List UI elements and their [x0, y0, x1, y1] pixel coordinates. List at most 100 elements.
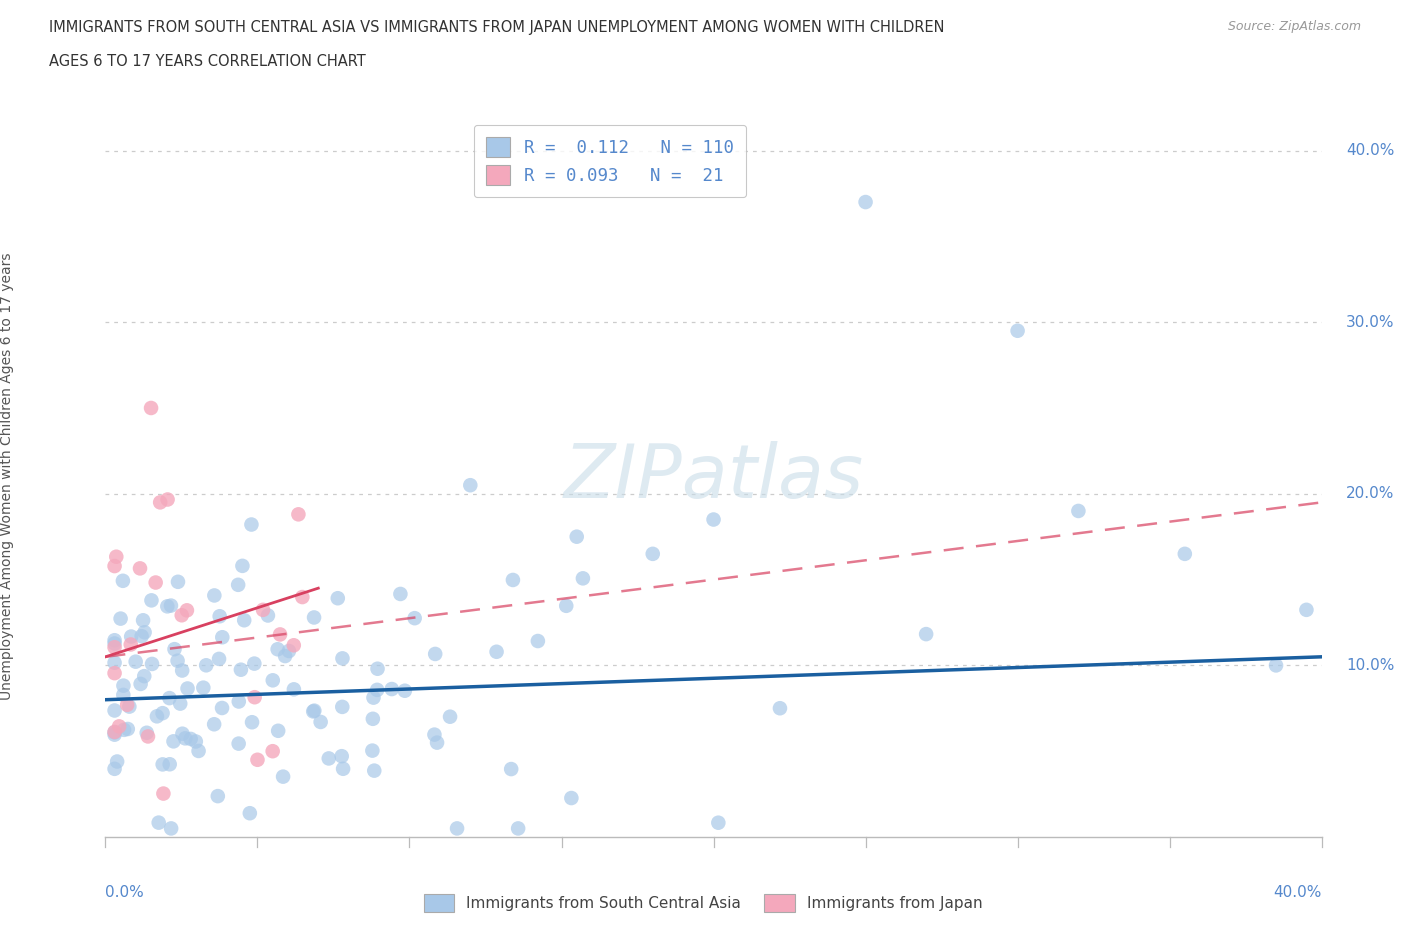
Point [231, 558, 253, 573]
Point [330, 699, 353, 714]
Point [162, 734, 184, 749]
Point [103, 559, 125, 574]
Point [560, 790, 582, 805]
Point [318, 751, 340, 766]
Point [267, 724, 290, 738]
Point [193, 680, 215, 695]
Text: IMMIGRANTS FROM SOUTH CENTRAL ASIA VS IMMIGRANTS FROM JAPAN UNEMPLOYMENT AMONG W: IMMIGRANTS FROM SOUTH CENTRAL ASIA VS IM… [49, 20, 945, 35]
Point [103, 724, 125, 739]
Point [103, 762, 125, 777]
Point [152, 757, 174, 772]
Point [149, 495, 172, 510]
Point [527, 633, 550, 648]
Text: 30.0%: 30.0% [1346, 314, 1395, 329]
Text: 20.0%: 20.0% [1346, 486, 1395, 501]
Point [124, 654, 146, 669]
Point [105, 550, 128, 565]
Point [103, 727, 125, 742]
Point [446, 821, 468, 836]
Text: Unemployment Among Women with Children Ages 6 to 17 years: Unemployment Among Women with Children A… [0, 253, 14, 700]
Point [111, 574, 134, 589]
Point [152, 786, 174, 801]
Point [769, 701, 792, 716]
Point [172, 663, 194, 678]
Point [266, 642, 288, 657]
Point [1067, 503, 1090, 518]
Point [1007, 324, 1029, 339]
Text: 40.0%: 40.0% [1274, 885, 1322, 900]
Point [103, 703, 125, 718]
Point [208, 609, 231, 624]
Point [565, 529, 588, 544]
Point [423, 727, 446, 742]
Point [332, 651, 354, 666]
Point [1295, 603, 1317, 618]
Point [439, 710, 461, 724]
Point [367, 661, 389, 676]
Point [129, 676, 152, 691]
Point [707, 816, 730, 830]
Point [243, 690, 266, 705]
Point [278, 644, 301, 658]
Point [211, 630, 233, 644]
Point [120, 637, 142, 652]
Point [163, 642, 186, 657]
Point [389, 587, 412, 602]
Point [103, 666, 125, 681]
Point [170, 608, 193, 623]
Point [330, 749, 353, 764]
Text: AGES 6 TO 17 YEARS CORRELATION CHART: AGES 6 TO 17 YEARS CORRELATION CHART [49, 54, 366, 69]
Point [502, 573, 524, 588]
Point [404, 611, 426, 626]
Point [425, 646, 447, 661]
Point [120, 629, 142, 644]
Text: 10.0%: 10.0% [1346, 658, 1395, 673]
Point [145, 575, 167, 590]
Point [132, 613, 155, 628]
Point [139, 401, 162, 416]
Point [103, 724, 125, 739]
Point [187, 743, 209, 758]
Point [176, 603, 198, 618]
Point [363, 690, 385, 705]
Point [485, 644, 508, 659]
Point [167, 575, 190, 590]
Point [228, 737, 250, 751]
Point [105, 754, 128, 769]
Point [287, 507, 309, 522]
Point [302, 610, 325, 625]
Point [202, 588, 225, 603]
Point [641, 547, 664, 562]
Point [246, 752, 269, 767]
Point [148, 816, 170, 830]
Point [240, 715, 263, 730]
Point [156, 599, 179, 614]
Point [363, 764, 385, 778]
Legend: R =  0.112   N = 110, R = 0.093   N =  21: R = 0.112 N = 110, R = 0.093 N = 21 [474, 125, 747, 197]
Point [134, 669, 156, 684]
Point [332, 762, 354, 777]
Point [229, 662, 252, 677]
Point [233, 613, 256, 628]
Point [271, 769, 294, 784]
Point [262, 744, 284, 759]
Text: 0.0%: 0.0% [105, 885, 145, 900]
Point [262, 673, 284, 688]
Point [309, 714, 332, 729]
Point [855, 194, 877, 209]
Point [112, 678, 135, 693]
Point [103, 656, 125, 671]
Point [458, 478, 481, 493]
Point [572, 571, 595, 586]
Point [103, 640, 125, 655]
Point [366, 683, 388, 698]
Point [129, 561, 152, 576]
Point [1265, 658, 1288, 672]
Point [239, 805, 262, 820]
Point [283, 682, 305, 697]
Point [172, 726, 194, 741]
Text: 40.0%: 40.0% [1346, 143, 1395, 158]
Point [112, 687, 135, 702]
Point [226, 578, 249, 592]
Point [426, 736, 449, 751]
